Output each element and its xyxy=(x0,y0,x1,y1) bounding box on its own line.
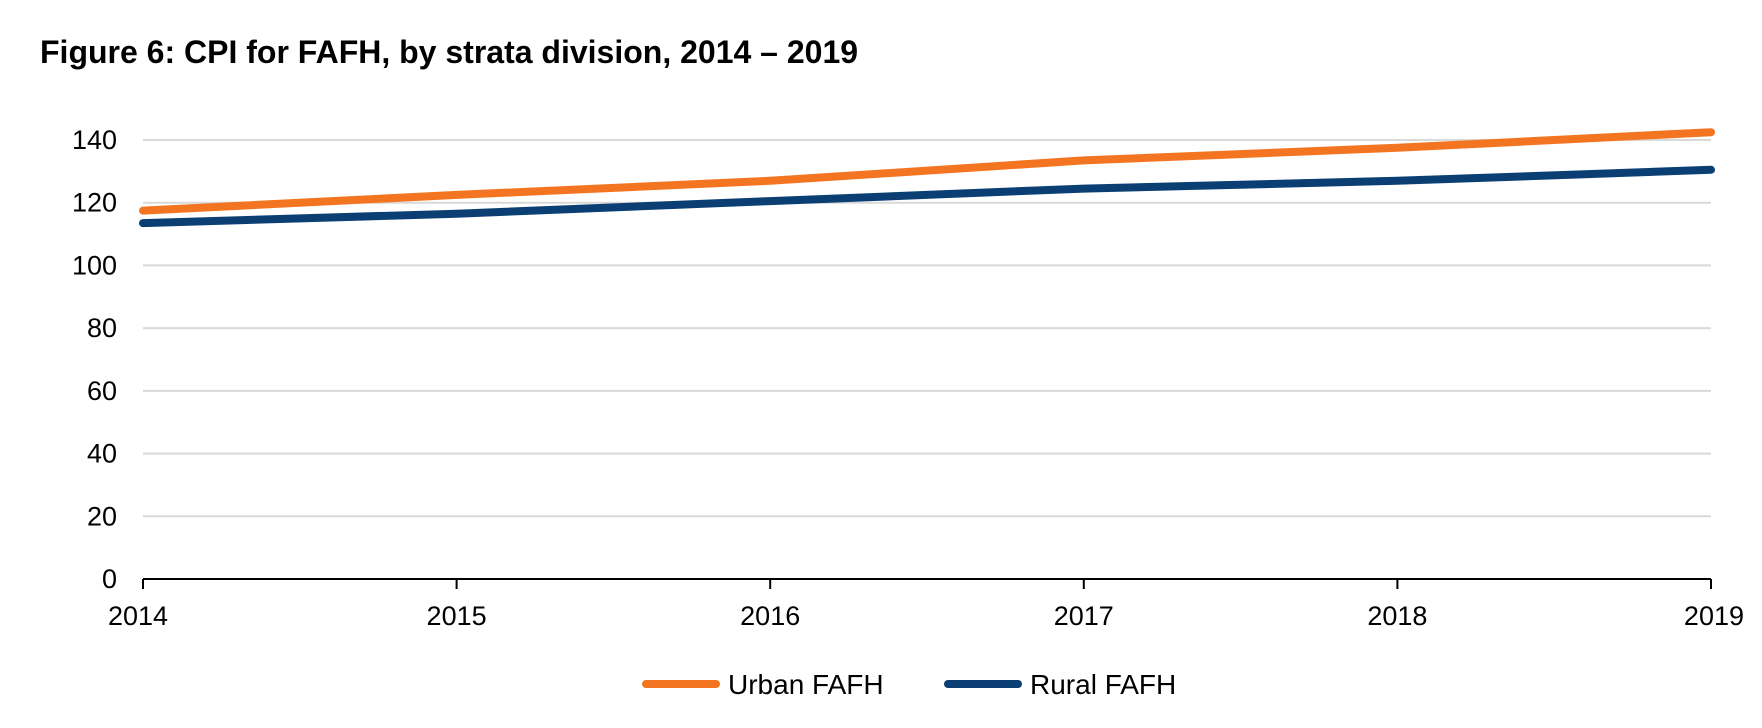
legend-label: Rural FAFH xyxy=(1030,669,1176,700)
y-tick-label: 60 xyxy=(87,376,117,406)
chart-title: Figure 6: CPI for FAFH, by strata divisi… xyxy=(40,34,859,70)
y-axis-tick-labels: 0 20 40 60 80 100 120 140 xyxy=(72,125,117,594)
x-tick-label: 2019 xyxy=(1684,601,1744,631)
x-tick-label: 2015 xyxy=(427,601,487,631)
x-tick-label: 2014 xyxy=(108,601,168,631)
y-tick-label: 100 xyxy=(72,250,117,280)
y-tick-label: 20 xyxy=(87,501,117,531)
y-tick-label: 140 xyxy=(72,125,117,155)
x-tick-label: 2016 xyxy=(740,601,800,631)
legend: Urban FAFH Rural FAFH xyxy=(642,669,1176,700)
x-axis xyxy=(142,578,1712,589)
x-tick-label: 2018 xyxy=(1367,601,1427,631)
gridlines xyxy=(143,139,1711,518)
legend-label: Urban FAFH xyxy=(728,669,884,700)
x-axis-tick-labels: 2014 2015 2016 2017 2018 2019 xyxy=(108,601,1744,631)
y-tick-label: 0 xyxy=(102,564,117,594)
y-tick-label: 80 xyxy=(87,313,117,343)
series-line-urban-fafh xyxy=(139,128,1715,215)
series-lines xyxy=(139,128,1715,228)
x-tick-label: 2017 xyxy=(1054,601,1114,631)
y-tick-label: 120 xyxy=(72,188,117,218)
series-line-rural-fafh xyxy=(139,165,1715,228)
y-tick-label: 40 xyxy=(87,439,117,469)
